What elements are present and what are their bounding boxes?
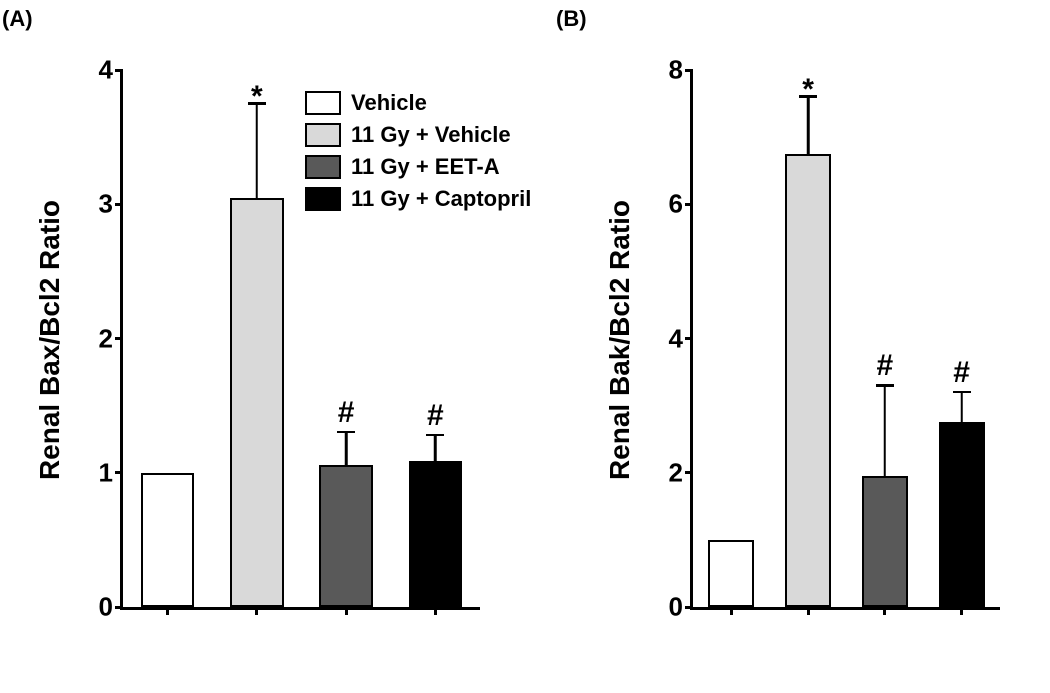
- y-tick-label: 4: [99, 55, 123, 86]
- error-bar: [345, 432, 348, 464]
- bar: [785, 154, 831, 607]
- sig-star: *: [251, 80, 263, 114]
- legend-item: 11 Gy + Vehicle: [305, 122, 531, 148]
- x-tick: [960, 607, 963, 615]
- error-bar: [256, 104, 259, 198]
- panel-a-label: (A): [2, 6, 33, 32]
- y-tick-label: 1: [99, 457, 123, 488]
- x-tick: [166, 607, 169, 615]
- error-cap: [876, 384, 894, 387]
- bar: [409, 461, 463, 607]
- error-bar: [434, 435, 437, 461]
- y-tick-label: 0: [99, 592, 123, 623]
- legend-swatch: [305, 187, 341, 211]
- error-bar: [960, 392, 963, 422]
- sig-hash: #: [877, 349, 894, 383]
- panel-b-plot-area: 02468*##: [690, 70, 1000, 610]
- y-tick-label: 4: [669, 323, 693, 354]
- bar: [230, 198, 284, 607]
- figure: (A) (B) Renal Bax/Bcl2 Ratio 0 1 2 3 4 * # # Ve…: [0, 0, 1050, 693]
- panel-b-ylabel: Renal Bak/Bcl2 Ratio: [604, 200, 636, 480]
- x-tick: [883, 607, 886, 615]
- legend-item: Vehicle: [305, 90, 531, 116]
- legend-swatch: [305, 123, 341, 147]
- legend-label: 11 Gy + Vehicle: [351, 122, 511, 148]
- bar: [141, 473, 195, 607]
- y-tick-label: 3: [99, 189, 123, 220]
- legend-swatch: [305, 155, 341, 179]
- x-tick: [434, 607, 437, 615]
- y-tick-label: 2: [99, 323, 123, 354]
- x-tick: [807, 607, 810, 615]
- legend: Vehicle 11 Gy + Vehicle 11 Gy + EET-A 11 Gy…: [305, 90, 531, 218]
- panel-b-label: (B): [556, 6, 587, 32]
- x-tick: [345, 607, 348, 615]
- error-bar: [884, 386, 887, 477]
- y-tick-label: 0: [669, 592, 693, 623]
- legend-label: 11 Gy + EET-A: [351, 154, 500, 180]
- bar: [939, 422, 985, 607]
- legend-label: Vehicle: [351, 90, 427, 116]
- sig-hash: #: [427, 399, 444, 433]
- x-tick: [255, 607, 258, 615]
- x-tick: [730, 607, 733, 615]
- error-cap: [426, 434, 444, 437]
- y-tick-label: 2: [669, 457, 693, 488]
- error-cap: [953, 391, 971, 394]
- bar: [862, 476, 908, 607]
- sig-hash: #: [953, 356, 970, 390]
- bar: [319, 465, 373, 607]
- legend-item: 11 Gy + EET-A: [305, 154, 531, 180]
- sig-hash: #: [338, 396, 355, 430]
- panel-a-ylabel: Renal Bax/Bcl2 Ratio: [34, 200, 66, 480]
- legend-item: 11 Gy + Captopril: [305, 186, 531, 212]
- legend-swatch: [305, 91, 341, 115]
- error-cap: [337, 431, 355, 434]
- y-tick-label: 6: [669, 189, 693, 220]
- panel-b: Renal Bak/Bcl2 Ratio 02468*##: [600, 60, 1030, 660]
- sig-star: *: [802, 73, 814, 107]
- bar: [708, 540, 754, 607]
- y-tick-label: 8: [669, 55, 693, 86]
- legend-label: 11 Gy + Captopril: [351, 186, 531, 212]
